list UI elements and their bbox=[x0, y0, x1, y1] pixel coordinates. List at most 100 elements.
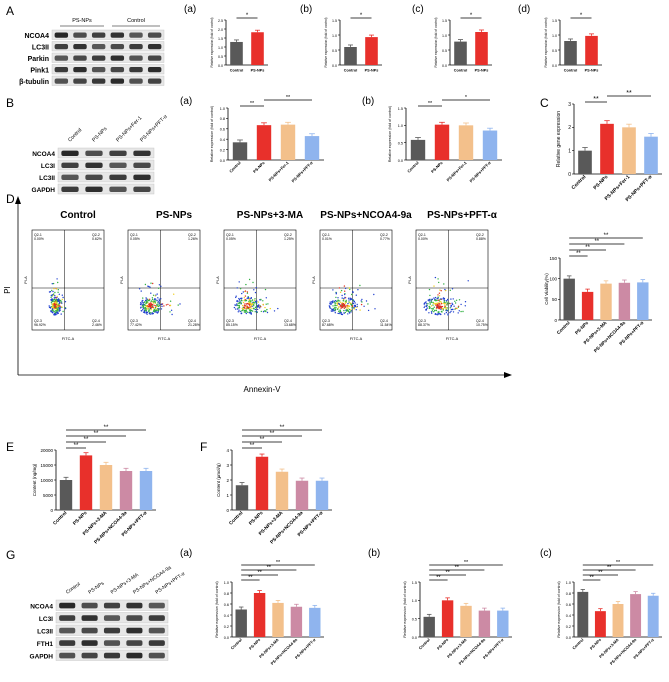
flow-event-dot bbox=[337, 299, 339, 301]
flow-plot-3: PS-NPs+NCOA4-9a Q2-10.01% Q2-20.77% Q2-387.… bbox=[312, 210, 412, 341]
flow-event-dot bbox=[254, 291, 257, 294]
flow-event-dot bbox=[440, 298, 442, 300]
chart-c-bar bbox=[622, 127, 636, 174]
chart-g-2: 0.0 0.2 0.4 0.6 0.8 1.0 Relative expression (f… bbox=[557, 560, 662, 666]
chart-d: 0 50 100 150 Cell Viability(%) Control PS-NPsP… bbox=[544, 233, 652, 353]
flow-event-dot bbox=[443, 299, 445, 301]
flow-plot-frame bbox=[415, 229, 489, 331]
flow-event-dot bbox=[360, 303, 363, 306]
chart-b-0-category-label: PS-NPs+PFT-α bbox=[290, 160, 314, 184]
flow-event-dot bbox=[173, 293, 175, 295]
flow-event-dot bbox=[161, 305, 163, 308]
chart-b-0-category-label: PS-NPs bbox=[252, 160, 266, 174]
flow-event-dot bbox=[51, 304, 54, 306]
chart-g-2-bar bbox=[594, 611, 606, 637]
panel-letter-f: F bbox=[200, 440, 208, 454]
flow-event-dot bbox=[151, 300, 153, 302]
flow-event-dot bbox=[55, 302, 57, 304]
flow-q2-value: 0.88% bbox=[476, 237, 486, 241]
chart-d-ytick-label: 0 bbox=[554, 318, 557, 323]
flow-event-dot bbox=[55, 314, 57, 316]
chart-c-category-label: Control bbox=[571, 174, 588, 191]
chart-d-bar bbox=[600, 283, 612, 320]
flow-event-dot bbox=[429, 298, 431, 300]
chart-g-0-bar bbox=[309, 607, 321, 637]
flow-event-dot bbox=[235, 296, 237, 299]
chart-g-0: 0.0 0.2 0.4 0.6 0.8 1.0 Relative expression (f… bbox=[215, 560, 324, 666]
flow-plot-0: Control Q2-10.00% Q2-20.62% Q2-396.92% Q2-42… bbox=[24, 210, 105, 341]
chart-g-2-sig-label: ** bbox=[589, 575, 594, 581]
flow-event-dot bbox=[53, 288, 55, 290]
flow-event-dot bbox=[449, 307, 451, 309]
flow-event-dot bbox=[440, 290, 442, 292]
flow-event-dot bbox=[170, 309, 173, 311]
flow-event-dot bbox=[56, 278, 58, 280]
flow-event-dot bbox=[331, 308, 333, 310]
flow-event-dot bbox=[245, 303, 248, 305]
flow-event-dot bbox=[449, 289, 451, 291]
chart-g-2-ytick-label: 1.0 bbox=[566, 581, 571, 585]
chart-a-2-category-label: PS-NPs bbox=[475, 69, 489, 73]
flow-event-dot bbox=[346, 309, 348, 311]
flow-event-dot bbox=[50, 296, 52, 298]
blot-b-band bbox=[133, 150, 151, 157]
chart-b-1-category-label: PS-NPs+PFT-α bbox=[468, 160, 492, 184]
flow-q2-value: 1.25% bbox=[284, 237, 294, 241]
flow-event-dot bbox=[430, 300, 432, 302]
flow-event-dot bbox=[342, 304, 344, 306]
chart-b-1-ytick-label: 0.0 bbox=[398, 159, 403, 163]
chart-e-bar bbox=[139, 471, 153, 510]
chart-g-1-sig-label: ** bbox=[464, 560, 469, 566]
chart-a-1-ytick-label: 0.5 bbox=[332, 49, 337, 53]
flow-event-dot bbox=[330, 303, 332, 306]
flow-event-dot bbox=[454, 300, 456, 302]
flow-plot-title: PS-NPs+NCOA4-9a bbox=[320, 210, 412, 221]
flow-event-dot bbox=[248, 297, 250, 299]
flow-event-dot bbox=[52, 282, 55, 285]
flow-axis-x-label: FITC-A bbox=[350, 337, 363, 341]
flow-event-dot bbox=[424, 302, 426, 304]
panel-letter-c: C bbox=[540, 96, 549, 110]
flow-event-dot bbox=[346, 306, 348, 308]
flow-event-dot bbox=[53, 308, 56, 310]
flow-event-dot bbox=[446, 304, 448, 306]
flow-event-dot bbox=[342, 300, 344, 302]
blot-g-header-lane: PS-NPs+NCOA4-9a bbox=[132, 565, 173, 596]
chart-e-bar bbox=[59, 480, 73, 510]
flow-event-dot bbox=[365, 300, 368, 302]
flow-event-dot bbox=[350, 310, 352, 312]
chart-a-3-sig-label: * bbox=[580, 13, 583, 19]
chart-e-ylabel: Content (ng/mg) bbox=[32, 463, 37, 496]
chart-g-2-ytick-label: 0.2 bbox=[566, 625, 571, 629]
flow-event-dot bbox=[160, 308, 163, 310]
flow-event-dot bbox=[350, 309, 352, 311]
flow-q3-name: Q2-3 bbox=[418, 319, 426, 323]
flow-event-dot bbox=[145, 297, 147, 299]
flow-event-dot bbox=[443, 283, 445, 285]
chart-e-category-label: PS-NPs+NCOA4-9a bbox=[93, 510, 128, 545]
flow-event-dot bbox=[334, 300, 336, 302]
flow-event-dot bbox=[158, 298, 160, 300]
flow-event-dot bbox=[253, 299, 256, 301]
flow-event-dot bbox=[239, 310, 241, 313]
flow-event-dot bbox=[255, 302, 258, 304]
blot-g-band bbox=[103, 602, 121, 609]
flow-event-dot bbox=[437, 296, 439, 298]
chart-b-0-bar bbox=[256, 125, 272, 160]
sublabel-g-c: (c) bbox=[540, 548, 552, 559]
flow-event-dot bbox=[431, 312, 433, 314]
flow-event-dot bbox=[354, 302, 356, 304]
flow-event-dot bbox=[433, 297, 435, 299]
chart-g-0-sig-label: ** bbox=[276, 560, 281, 566]
flow-event-dot bbox=[433, 311, 435, 313]
blot-a-band bbox=[73, 55, 87, 61]
flow-event-dot bbox=[240, 303, 242, 305]
flow-event-dot bbox=[345, 299, 347, 302]
blot-a-band bbox=[54, 67, 69, 73]
flow-event-dot bbox=[440, 303, 443, 305]
chart-b-0-sig-label: ** bbox=[286, 95, 291, 101]
flow-event-dot bbox=[451, 302, 453, 304]
flow-event-dot bbox=[434, 276, 437, 279]
flow-event-dot bbox=[458, 299, 461, 301]
chart-f-ylabel: Content (μmol/g) bbox=[216, 463, 221, 497]
